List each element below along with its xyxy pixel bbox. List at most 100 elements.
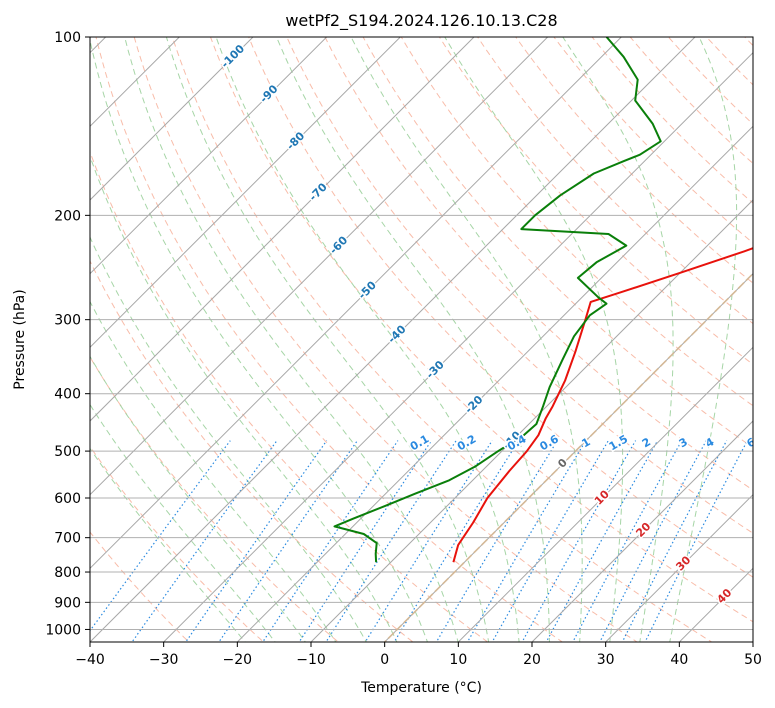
isotherm-lines <box>0 10 753 654</box>
dry-adiabat <box>744 37 753 47</box>
moist-adiabat <box>90 403 276 642</box>
moist-adiabat <box>275 37 550 642</box>
mixing-ratio-label: 3 <box>677 435 690 450</box>
moist-adiabat <box>124 37 459 642</box>
moist-adiabat-lines <box>90 37 738 642</box>
mixing-ratio-line <box>572 440 683 642</box>
dry-adiabat <box>90 531 190 642</box>
isobar-grid <box>90 37 753 630</box>
dry-adiabat <box>629 37 753 165</box>
y-tick-label: 200 <box>54 208 81 224</box>
x-tick-label: 10 <box>449 652 467 668</box>
x-axis-title: Temperature (°C) <box>360 680 482 696</box>
dewpoint-line <box>333 37 662 563</box>
x-axis-ticks: −40 −30 −20 −10 0 10 20 30 40 50 <box>75 642 762 668</box>
moist-adiabat <box>669 37 738 642</box>
x-tick-label: 40 <box>670 652 688 668</box>
x-tick-label: 30 <box>597 652 615 668</box>
mixing-ratio-label: 2 <box>640 435 653 450</box>
isotherm-line <box>90 37 181 128</box>
isotherm-line <box>90 37 254 201</box>
x-tick-label: 20 <box>523 652 541 668</box>
dry-adiabat <box>90 445 265 642</box>
mixing-ratio-line <box>466 440 587 642</box>
isotherm-line <box>0 10 59 654</box>
dry-adiabat <box>756 10 775 654</box>
moist-adiabat <box>90 447 246 642</box>
y-tick-label: 1000 <box>45 622 81 638</box>
mixing-ratio-label: 1 <box>580 435 593 450</box>
x-tick-label: 0 <box>380 652 389 668</box>
isotherm-line <box>604 493 753 642</box>
isotherm-line <box>90 37 402 349</box>
x-tick-label: −10 <box>296 652 326 668</box>
x-tick-label: −20 <box>223 652 253 668</box>
dry-adiabat <box>90 259 414 642</box>
moist-adiabat <box>90 235 367 642</box>
mixing-ratio-label: 4 <box>703 435 716 450</box>
mixing-ratio-line <box>262 440 399 642</box>
mixing-ratio-line <box>491 440 609 642</box>
isotherm-line <box>90 37 328 275</box>
dry-adiabat <box>209 37 753 623</box>
y-tick-label: 500 <box>54 444 81 460</box>
mixing-ratio-label: 1.5 <box>607 432 630 453</box>
moist-adiabat <box>444 37 624 642</box>
y-tick-label: 100 <box>54 30 81 46</box>
x-tick-label: −40 <box>75 652 105 668</box>
mixing-ratio-label: 0.2 <box>455 432 478 453</box>
isotherm-line <box>90 37 623 570</box>
mixing-ratio-line <box>621 440 728 642</box>
y-tick-label: 800 <box>54 565 81 581</box>
y-tick-label: 400 <box>54 387 81 403</box>
moist-adiabat <box>90 154 398 642</box>
isotherm-line <box>90 37 549 496</box>
dry-adiabat <box>90 150 489 642</box>
temperature-line <box>452 247 753 563</box>
isotherm-line <box>310 199 753 642</box>
dry-adiabat-lines <box>90 10 775 654</box>
freezing-isotherm <box>383 272 753 642</box>
dry-adiabat <box>133 37 638 642</box>
plot-frame <box>89 36 754 643</box>
y-axis-ticks: 100 200 300 400 500 600 700 800 900 1000 <box>45 30 90 638</box>
dry-adiabat <box>248 37 753 578</box>
isotherm-line <box>457 346 753 642</box>
mixing-ratio-line <box>90 440 231 632</box>
isotherm-label: 30 <box>673 553 693 573</box>
mixing-ratio-line <box>364 440 493 642</box>
isotherm-line <box>752 641 753 642</box>
mixing-ratio-line <box>325 440 457 642</box>
moist-adiabat <box>90 300 337 642</box>
moist-adiabat <box>350 37 583 642</box>
y-tick-label: 600 <box>54 491 81 507</box>
mixing-ratio-line <box>298 440 432 642</box>
y-tick-label: 700 <box>54 531 81 547</box>
y-axis-title: Pressure (hPa) <box>12 289 28 389</box>
y-tick-label: 300 <box>54 313 81 329</box>
mixing-ratio-line <box>131 440 278 642</box>
dry-adiabat <box>90 356 340 642</box>
moist-adiabat <box>165 37 490 642</box>
y-tick-label: 900 <box>54 595 81 611</box>
dry-adiabat <box>286 37 753 534</box>
chart-title: wetPf2_S194.2024.126.10.13.C28 <box>285 11 557 31</box>
moist-adiabat <box>90 355 307 642</box>
dry-adiabat <box>362 37 753 449</box>
mixing-ratio-lines <box>90 440 748 642</box>
x-tick-label: −30 <box>149 652 179 668</box>
mixing-ratio-line <box>435 440 558 642</box>
dry-adiabat <box>95 37 564 642</box>
dry-adiabat <box>438 37 753 366</box>
mixing-ratio-line <box>599 440 707 642</box>
dry-adiabat <box>324 37 753 491</box>
mixing-ratio-label: 6 <box>745 435 758 450</box>
x-tick-label: 50 <box>744 652 762 668</box>
isotherm-line <box>90 37 475 422</box>
isotherm-line <box>236 125 753 642</box>
dry-adiabat <box>515 37 753 284</box>
profile-series <box>333 37 753 563</box>
isotherm-line <box>162 51 753 642</box>
